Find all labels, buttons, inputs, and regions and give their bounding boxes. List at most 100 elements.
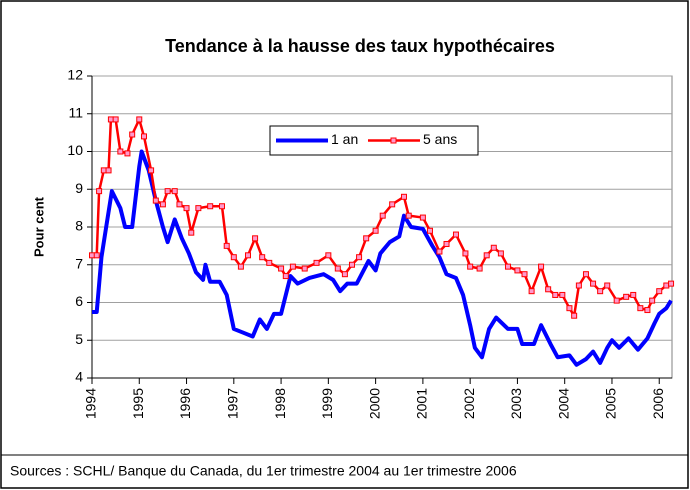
point-marker xyxy=(334,265,341,272)
point-marker xyxy=(244,252,251,259)
x-tick-label: 2006 xyxy=(650,388,666,419)
y-tick-label: 5 xyxy=(75,331,83,347)
x-tick-label: 2005 xyxy=(603,388,619,419)
point-marker xyxy=(571,312,578,319)
chart-title: Tendance à la hausse des taux hypothécai… xyxy=(165,36,555,56)
point-marker xyxy=(223,242,230,249)
point-marker xyxy=(597,288,604,295)
line-series xyxy=(92,149,673,367)
point-marker xyxy=(490,244,497,251)
point-marker xyxy=(400,193,407,200)
x-tick-label: 2003 xyxy=(508,388,524,419)
point-marker xyxy=(419,214,426,221)
point-marker xyxy=(604,282,611,289)
y-tick-label: 4 xyxy=(75,369,83,385)
point-marker xyxy=(195,205,202,212)
point-marker xyxy=(301,265,308,272)
y-tick-label: 11 xyxy=(68,104,83,120)
point-marker xyxy=(552,291,559,298)
point-marker xyxy=(630,291,637,298)
point-marker xyxy=(575,282,582,289)
x-tick-label: 2004 xyxy=(555,388,571,419)
point-marker xyxy=(266,259,273,266)
point-marker xyxy=(405,212,412,219)
y-tick-label: 8 xyxy=(75,218,83,234)
legend-marker xyxy=(390,137,397,144)
point-marker xyxy=(278,265,285,272)
y-axis-label: Pour cent xyxy=(31,196,46,257)
point-marker xyxy=(348,261,355,268)
point-marker xyxy=(637,305,644,312)
point-marker xyxy=(545,286,552,293)
y-tick-label: 12 xyxy=(67,67,83,83)
x-tick-label: 1997 xyxy=(225,388,241,419)
point-marker xyxy=(259,254,266,261)
point-marker xyxy=(289,263,296,270)
point-marker xyxy=(129,131,136,138)
point-marker xyxy=(483,252,490,259)
point-marker xyxy=(93,252,100,259)
point-marker xyxy=(171,188,178,195)
point-marker xyxy=(188,229,195,236)
x-tick-label: 1994 xyxy=(83,388,99,419)
x-tick-label: 2001 xyxy=(414,388,430,419)
point-marker xyxy=(443,240,450,247)
y-tick-label: 6 xyxy=(75,293,83,309)
point-marker xyxy=(452,231,459,238)
point-marker xyxy=(467,263,474,270)
point-marker xyxy=(559,291,566,298)
point-marker xyxy=(164,188,171,195)
point-marker xyxy=(389,201,396,208)
point-marker xyxy=(282,273,289,280)
point-marker xyxy=(613,297,620,304)
point-marker xyxy=(207,203,214,210)
point-marker xyxy=(528,288,535,295)
point-marker xyxy=(124,150,131,157)
x-tick-label: 1999 xyxy=(319,388,335,419)
point-marker xyxy=(252,235,259,242)
x-tick-label: 1995 xyxy=(130,388,146,419)
point-marker xyxy=(237,263,244,270)
point-marker xyxy=(462,250,469,257)
legend-label: 5 ans xyxy=(423,131,457,147)
point-marker xyxy=(590,280,597,287)
y-tick-label: 9 xyxy=(75,180,83,196)
point-marker xyxy=(623,293,630,300)
point-marker xyxy=(436,248,443,255)
point-marker xyxy=(514,267,521,274)
point-marker xyxy=(325,252,332,259)
point-marker xyxy=(426,227,433,234)
point-marker xyxy=(656,288,663,295)
x-tick-label: 1996 xyxy=(177,388,193,419)
point-marker xyxy=(644,307,651,314)
source-note: Sources : SCHL/ Banque du Canada, du 1er… xyxy=(10,463,517,479)
point-marker xyxy=(582,271,589,278)
point-marker xyxy=(341,271,348,278)
point-marker xyxy=(105,167,112,174)
point-marker xyxy=(176,201,183,208)
point-marker xyxy=(136,116,143,123)
y-tick-label: 10 xyxy=(67,142,83,158)
point-marker xyxy=(313,259,320,266)
point-marker xyxy=(152,197,159,204)
point-marker xyxy=(379,212,386,219)
point-marker xyxy=(363,235,370,242)
point-marker xyxy=(96,188,103,195)
x-tick-label: 1998 xyxy=(272,388,288,419)
point-marker xyxy=(504,263,511,270)
point-marker xyxy=(218,203,225,210)
point-marker xyxy=(230,254,237,261)
point-marker xyxy=(566,305,573,312)
x-tick-label: 2002 xyxy=(461,388,477,419)
point-marker xyxy=(112,116,119,123)
y-tick-label: 7 xyxy=(75,255,83,271)
point-marker xyxy=(538,263,545,270)
point-marker xyxy=(159,201,166,208)
point-marker xyxy=(356,254,363,261)
point-marker xyxy=(183,205,190,212)
point-marker xyxy=(117,148,124,155)
point-marker xyxy=(497,250,504,257)
point-marker xyxy=(668,280,675,287)
point-marker xyxy=(521,271,528,278)
